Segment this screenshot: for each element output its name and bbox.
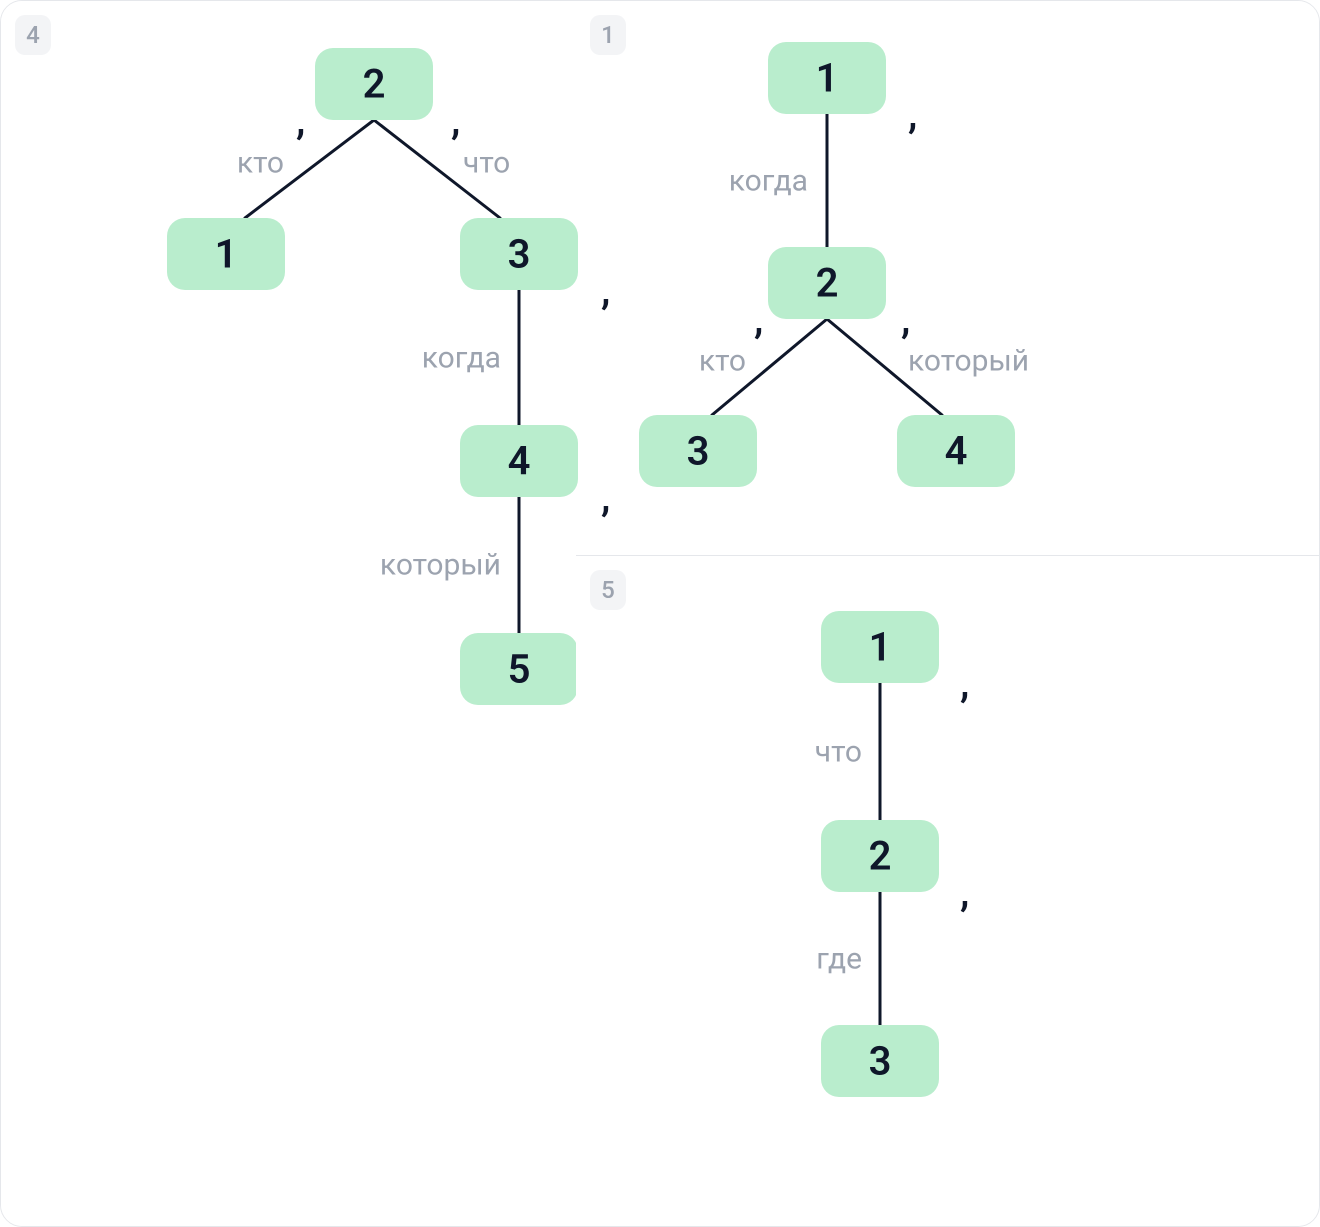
tree-node: 1 (768, 42, 886, 114)
tree-node-label: 1 (816, 55, 839, 102)
tree-node: 2 (315, 48, 433, 120)
tree-node: 2 (768, 247, 886, 319)
tree-node-label: 3 (508, 231, 531, 278)
comma-label: , (296, 97, 305, 144)
comma-label: , (901, 296, 910, 343)
tree-node: 5 (460, 633, 578, 705)
comma-label: , (908, 91, 917, 138)
tree-node: 1 (167, 218, 285, 290)
tree-node: 3 (460, 218, 578, 290)
edge-label: где (816, 942, 862, 977)
comma-label: , (960, 869, 969, 916)
edge-label: что (463, 146, 510, 181)
tree-node-label: 3 (869, 1038, 892, 1085)
tree-svg-5: 1 2 3 что где,, (576, 556, 1151, 1227)
tree-node-label: 1 (869, 624, 892, 671)
edge-label: что (815, 735, 862, 770)
tree-node-label: 4 (945, 428, 968, 475)
edge-label: который (380, 548, 501, 583)
panels-container: 1 1234когдактокоторый,,, 4 21345кточтоко… (0, 0, 1320, 1227)
comma-label: , (451, 97, 460, 144)
tree-node-label: 5 (508, 646, 531, 693)
panel-4: 4 21345кточтокогдакоторый,,,, (1, 1, 576, 1227)
tree-node: 2 (821, 820, 939, 892)
panel-5: 5 123чтогде,, (576, 556, 1320, 1227)
tree-node: 1 (821, 611, 939, 683)
tree-node-label: 1 (215, 231, 238, 278)
tree-node-label: 2 (869, 833, 892, 880)
tree-node: 4 (897, 415, 1015, 487)
comma-label: , (754, 296, 763, 343)
edge-label: когда (422, 341, 501, 376)
tree-node-label: 2 (363, 61, 386, 108)
tree-node: 4 (460, 425, 578, 497)
edge-label: кто (237, 146, 284, 181)
tree-node: 3 (821, 1025, 939, 1097)
comma-label: , (960, 660, 969, 707)
tree-node-label: 2 (816, 260, 839, 307)
comma-label: , (601, 474, 610, 521)
tree-node-label: 4 (508, 438, 531, 485)
edge-label: который (908, 344, 1029, 379)
comma-label: , (601, 267, 610, 314)
